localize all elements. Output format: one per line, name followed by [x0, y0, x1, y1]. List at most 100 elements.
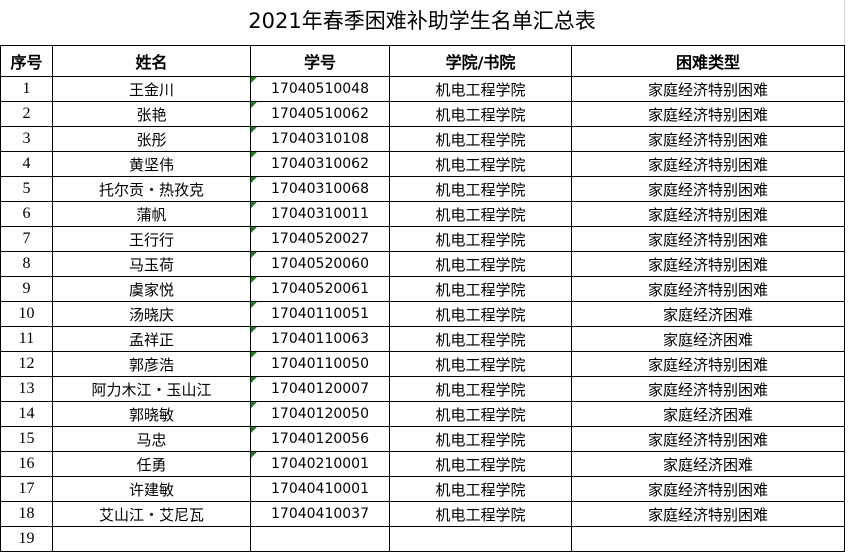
- cell-type[interactable]: 家庭经济特别困难: [571, 251, 845, 277]
- cell-no[interactable]: 10: [0, 301, 53, 327]
- cell-college[interactable]: 机电工程学院: [389, 176, 572, 202]
- cell-name[interactable]: 托尔贡・热孜克: [52, 176, 251, 202]
- cell-name[interactable]: 马忠: [52, 426, 251, 452]
- cell-no[interactable]: 12: [0, 351, 53, 377]
- cell-type[interactable]: 家庭经济特别困难: [571, 426, 845, 452]
- cell-no[interactable]: 15: [0, 426, 53, 452]
- cell-type[interactable]: 家庭经济特别困难: [571, 176, 845, 202]
- cell-type[interactable]: [571, 526, 845, 552]
- cell-type[interactable]: 家庭经济特别困难: [571, 76, 845, 102]
- cell-no[interactable]: 6: [0, 201, 53, 227]
- cell-type[interactable]: 家庭经济困难: [571, 301, 845, 327]
- cell-college[interactable]: 机电工程学院: [389, 201, 572, 227]
- cell-no[interactable]: 3: [0, 126, 53, 152]
- cell-name[interactable]: 蒲帆: [52, 201, 251, 227]
- cell-type[interactable]: 家庭经济特别困难: [571, 351, 845, 377]
- cell-no[interactable]: 9: [0, 276, 53, 302]
- cell-no[interactable]: 14: [0, 401, 53, 427]
- cell-type[interactable]: 家庭经济特别困难: [571, 226, 845, 252]
- header-no[interactable]: 序号: [0, 45, 53, 77]
- header-id[interactable]: 学号: [250, 45, 390, 77]
- cell-college[interactable]: [389, 526, 572, 552]
- cell-name[interactable]: 汤晓庆: [52, 301, 251, 327]
- cell-college[interactable]: 机电工程学院: [389, 251, 572, 277]
- cell-college[interactable]: 机电工程学院: [389, 501, 572, 527]
- cell-student-id[interactable]: 17040410037: [250, 501, 390, 527]
- cell-student-id[interactable]: 17040520061: [250, 276, 390, 302]
- cell-student-id[interactable]: 17040120056: [250, 426, 390, 452]
- cell-student-id[interactable]: 17040120050: [250, 401, 390, 427]
- cell-no[interactable]: 1: [0, 76, 53, 102]
- cell-student-id[interactable]: 17040520027: [250, 226, 390, 252]
- cell-college[interactable]: 机电工程学院: [389, 401, 572, 427]
- cell-college[interactable]: 机电工程学院: [389, 126, 572, 152]
- cell-no[interactable]: 8: [0, 251, 53, 277]
- cell-no[interactable]: 2: [0, 101, 53, 127]
- cell-name[interactable]: 马玉荷: [52, 251, 251, 277]
- cell-student-id[interactable]: 17040310068: [250, 176, 390, 202]
- cell-name[interactable]: 艾山江・艾尼瓦: [52, 501, 251, 527]
- cell-type[interactable]: 家庭经济特别困难: [571, 101, 845, 127]
- cell-college[interactable]: 机电工程学院: [389, 376, 572, 402]
- cell-college[interactable]: 机电工程学院: [389, 276, 572, 302]
- cell-no[interactable]: 17: [0, 476, 53, 502]
- cell-name[interactable]: 任勇: [52, 451, 251, 477]
- cell-type[interactable]: 家庭经济特别困难: [571, 151, 845, 177]
- cell-name[interactable]: 孟祥正: [52, 326, 251, 352]
- header-college[interactable]: 学院/书院: [389, 45, 572, 77]
- cell-student-id[interactable]: 17040120007: [250, 376, 390, 402]
- cell-college[interactable]: 机电工程学院: [389, 351, 572, 377]
- cell-college[interactable]: 机电工程学院: [389, 426, 572, 452]
- cell-name[interactable]: 郭彦浩: [52, 351, 251, 377]
- cell-name[interactable]: 阿力木江・玉山江: [52, 376, 251, 402]
- cell-type[interactable]: 家庭经济特别困难: [571, 126, 845, 152]
- cell-type[interactable]: 家庭经济困难: [571, 326, 845, 352]
- cell-no[interactable]: 7: [0, 226, 53, 252]
- cell-type[interactable]: 家庭经济特别困难: [571, 501, 845, 527]
- cell-college[interactable]: 机电工程学院: [389, 451, 572, 477]
- cell-type[interactable]: 家庭经济特别困难: [571, 276, 845, 302]
- cell-type[interactable]: 家庭经济特别困难: [571, 201, 845, 227]
- cell-name[interactable]: 郭晓敏: [52, 401, 251, 427]
- cell-student-id[interactable]: 17040110063: [250, 326, 390, 352]
- cell-name[interactable]: 王行行: [52, 226, 251, 252]
- cell-student-id[interactable]: 17040110051: [250, 301, 390, 327]
- cell-no[interactable]: 16: [0, 451, 53, 477]
- cell-college[interactable]: 机电工程学院: [389, 301, 572, 327]
- cell-student-id[interactable]: 17040310011: [250, 201, 390, 227]
- cell-no[interactable]: 13: [0, 376, 53, 402]
- cell-student-id[interactable]: 17040510062: [250, 101, 390, 127]
- cell-college[interactable]: 机电工程学院: [389, 226, 572, 252]
- cell-student-id[interactable]: 17040210001: [250, 451, 390, 477]
- cell-college[interactable]: 机电工程学院: [389, 151, 572, 177]
- cell-type[interactable]: 家庭经济困难: [571, 401, 845, 427]
- cell-no[interactable]: 18: [0, 501, 53, 527]
- cell-college[interactable]: 机电工程学院: [389, 76, 572, 102]
- header-name[interactable]: 姓名: [52, 45, 251, 77]
- cell-no[interactable]: 5: [0, 176, 53, 202]
- cell-college[interactable]: 机电工程学院: [389, 101, 572, 127]
- cell-student-id[interactable]: [250, 526, 390, 552]
- cell-college[interactable]: 机电工程学院: [389, 326, 572, 352]
- cell-no[interactable]: 11: [0, 326, 53, 352]
- cell-student-id[interactable]: 17040410001: [250, 476, 390, 502]
- cell-name[interactable]: 黄坚伟: [52, 151, 251, 177]
- cell-name[interactable]: 张艳: [52, 101, 251, 127]
- cell-student-id[interactable]: 17040520060: [250, 251, 390, 277]
- cell-name[interactable]: 王金川: [52, 76, 251, 102]
- cell-type[interactable]: 家庭经济困难: [571, 451, 845, 477]
- cell-name[interactable]: 许建敏: [52, 476, 251, 502]
- cell-college[interactable]: 机电工程学院: [389, 476, 572, 502]
- cell-no[interactable]: 4: [0, 151, 53, 177]
- cell-type[interactable]: 家庭经济特别困难: [571, 376, 845, 402]
- cell-name[interactable]: 张彤: [52, 126, 251, 152]
- header-type[interactable]: 困难类型: [571, 45, 845, 77]
- cell-type[interactable]: 家庭经济特别困难: [571, 476, 845, 502]
- cell-no[interactable]: 19: [0, 526, 53, 552]
- cell-name[interactable]: [52, 526, 251, 552]
- cell-name[interactable]: 虞家悦: [52, 276, 251, 302]
- cell-student-id[interactable]: 17040310108: [250, 126, 390, 152]
- cell-student-id[interactable]: 17040310062: [250, 151, 390, 177]
- cell-student-id[interactable]: 17040510048: [250, 76, 390, 102]
- cell-student-id[interactable]: 17040110050: [250, 351, 390, 377]
